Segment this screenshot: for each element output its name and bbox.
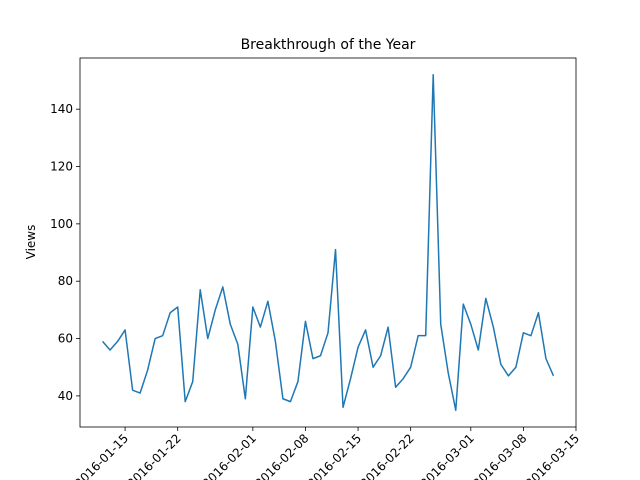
y-tick-label: 140 — [50, 102, 73, 116]
data-line — [101, 74, 555, 411]
y-axis-label: Views — [24, 225, 38, 260]
plot-frame — [79, 57, 577, 428]
y-tick-label: 100 — [50, 217, 73, 231]
y-tick-label: 80 — [58, 274, 73, 288]
y-tick-label: 120 — [50, 160, 73, 174]
y-tick-label: 60 — [58, 332, 73, 346]
y-tick-label: 40 — [58, 389, 73, 403]
chart-title: Breakthrough of the Year — [241, 37, 416, 53]
